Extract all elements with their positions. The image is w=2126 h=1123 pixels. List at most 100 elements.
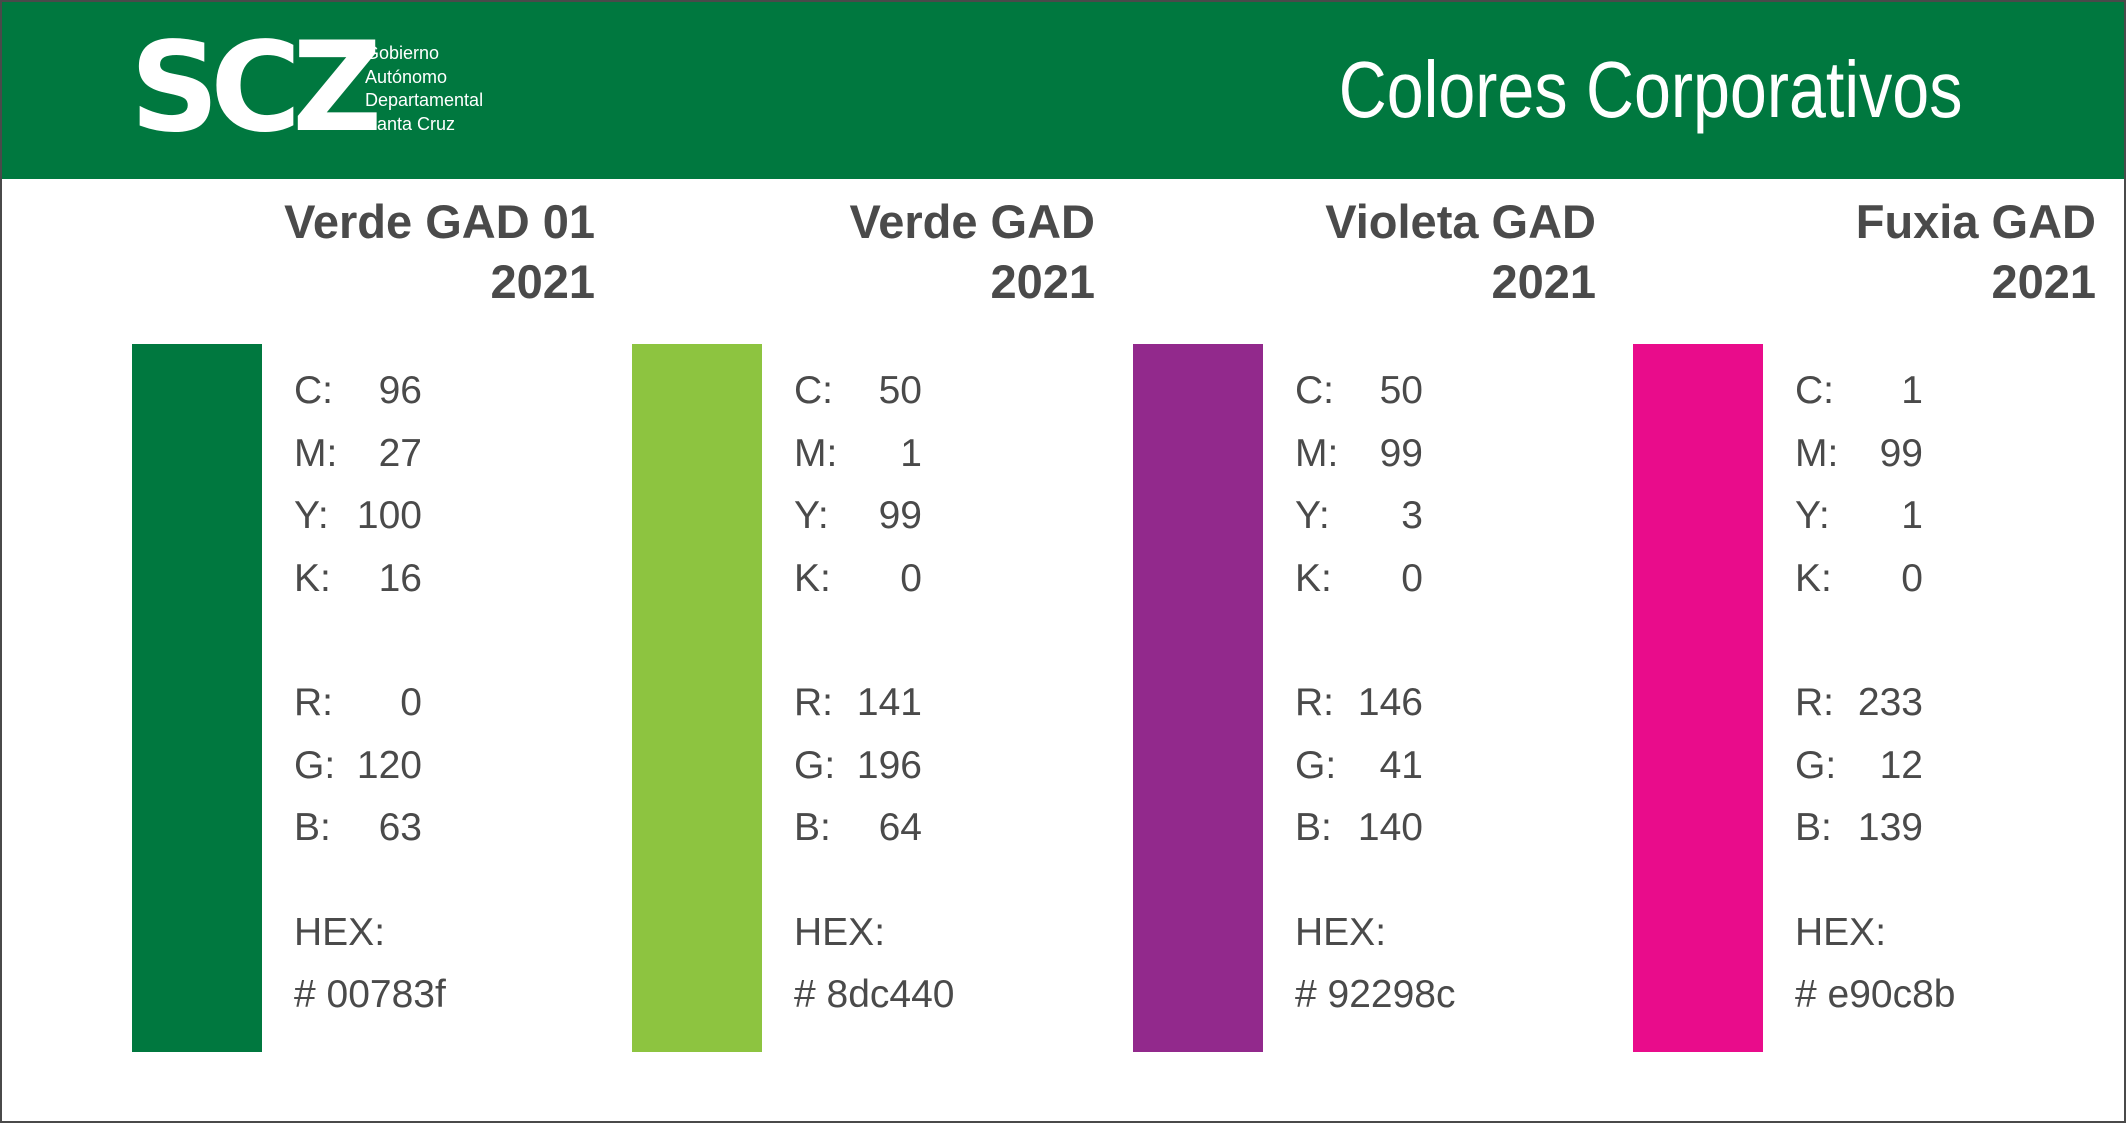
spec-value: 1 xyxy=(900,431,922,475)
spec-m: M: 99 xyxy=(1295,423,1615,486)
hex-label: HEX: xyxy=(1795,910,1887,954)
hex-label: HEX: xyxy=(294,910,386,954)
spec-label: R: xyxy=(294,681,333,724)
spec-label: B: xyxy=(794,806,831,849)
spec-k: K: 0 xyxy=(1295,548,1615,611)
spec-label: G: xyxy=(794,743,836,787)
spec-label: K: xyxy=(1295,556,1332,600)
spec-b: B: 63 xyxy=(294,797,614,860)
hex-value: # e90c8b xyxy=(1795,973,1956,1016)
logo-line-2: Autónomo xyxy=(365,66,448,87)
spec-value: 141 xyxy=(856,681,922,724)
spec-value: 50 xyxy=(1379,369,1423,412)
spec-label: B: xyxy=(1295,806,1332,849)
spec-value: 100 xyxy=(356,494,422,537)
spec-r: R: 146 xyxy=(1295,672,1615,735)
spec-label: C: xyxy=(794,369,833,412)
spec-r: R: 0 xyxy=(294,672,614,735)
spec-label: Y: xyxy=(794,494,829,537)
spec-label: Y: xyxy=(294,494,329,537)
spec-value: 196 xyxy=(856,743,922,787)
spec-value: 64 xyxy=(878,806,922,849)
spec-label: C: xyxy=(294,369,333,412)
color-card-fuxia-gad: Fuxia GAD 2021 C: 1 M: 99 Y: 1 K: 0 R: 233 G:… xyxy=(1633,192,2113,1072)
logo-line-3: Departamental xyxy=(365,90,484,110)
color-specs: C: 1 M: 99 Y: 1 K: 0 R: 233 G: 12 B: 139 HEX: #… xyxy=(1795,360,2115,1027)
color-card-verde-gad: Verde GAD 2021 C: 50 M: 1 Y: 99 K: 0 R: 141 G… xyxy=(632,192,1112,1072)
spec-value: 1 xyxy=(1901,369,1923,412)
spec-k: K: 16 xyxy=(294,548,614,611)
spec-label: G: xyxy=(1295,743,1337,787)
spec-g: G: 196 xyxy=(794,735,1114,798)
color-name: Violeta GAD xyxy=(1325,195,1596,248)
hex-label: HEX: xyxy=(794,910,886,954)
spec-m: M: 99 xyxy=(1795,423,2115,486)
spec-label: B: xyxy=(1795,806,1832,849)
spec-value: 120 xyxy=(356,743,422,787)
spec-value: 27 xyxy=(378,431,422,475)
color-year: 2021 xyxy=(1991,255,2096,308)
logo-mark: SCZ xyxy=(130,16,382,160)
logo-line-1: Gobierno xyxy=(365,43,440,63)
spec-label: C: xyxy=(1295,369,1334,412)
spec-c: C: 50 xyxy=(794,360,1114,423)
spec-g: G: 12 xyxy=(1795,735,2115,798)
color-swatch xyxy=(132,344,262,1052)
spec-label: M: xyxy=(794,431,838,475)
spec-value: 146 xyxy=(1357,681,1423,724)
spec-label: M: xyxy=(294,431,338,475)
color-name: Verde GAD 01 xyxy=(284,195,595,248)
color-specs: C: 50 M: 1 Y: 99 K: 0 R: 141 G: 196 B: 64 HEX: … xyxy=(794,360,1114,1027)
spec-c: C: 1 xyxy=(1795,360,2115,423)
spec-value: 16 xyxy=(378,556,422,600)
spec-value: 0 xyxy=(900,556,922,600)
spec-m: M: 1 xyxy=(794,423,1114,486)
hex-value: # 8dc440 xyxy=(794,973,955,1016)
spec-value: 0 xyxy=(400,681,422,724)
spec-value: 41 xyxy=(1379,743,1423,787)
color-year: 2021 xyxy=(990,255,1095,308)
spec-g: G: 41 xyxy=(1295,735,1615,798)
spec-r: R: 233 xyxy=(1795,672,2115,735)
spec-gap xyxy=(1295,610,1615,672)
spec-k: K: 0 xyxy=(794,548,1114,611)
logo-text: Gobierno Autónomo Departamental Santa Cr… xyxy=(365,42,525,136)
spec-value: 1 xyxy=(1901,494,1923,537)
spec-value: 50 xyxy=(878,369,922,412)
spec-b: B: 140 xyxy=(1295,797,1615,860)
spec-value: 0 xyxy=(1401,556,1423,600)
spec-y: Y: 1 xyxy=(1795,485,2115,548)
spec-b: B: 64 xyxy=(794,797,1114,860)
spec-y: Y: 100 xyxy=(294,485,614,548)
color-specs: C: 50 M: 99 Y: 3 K: 0 R: 146 G: 41 B: 140 HEX: … xyxy=(1295,360,1615,1027)
spec-label: M: xyxy=(1295,431,1339,475)
spec-b: B: 139 xyxy=(1795,797,2115,860)
spec-gap xyxy=(794,610,1114,672)
spec-value: 63 xyxy=(378,806,422,849)
spec-label: C: xyxy=(1795,369,1834,412)
spec-label: Y: xyxy=(1795,494,1830,537)
spec-value: 99 xyxy=(1379,431,1423,475)
spec-g: G: 120 xyxy=(294,735,614,798)
spec-label: G: xyxy=(294,743,336,787)
color-card-violeta-gad: Violeta GAD 2021 C: 50 M: 99 Y: 3 K: 0 R: 146… xyxy=(1133,192,1613,1072)
hex-value: # 00783f xyxy=(294,973,446,1016)
header-bar: SCZ Gobierno Autónomo Departamental Sant… xyxy=(2,2,2124,179)
spec-gap xyxy=(294,610,614,672)
color-specs: C: 96 M: 27 Y: 100 K: 16 R: 0 G: 120 B: 63 HEX:… xyxy=(294,360,614,1027)
spec-label: K: xyxy=(794,556,831,600)
color-name: Verde GAD xyxy=(849,195,1095,248)
spec-label: R: xyxy=(1295,681,1334,724)
spec-value: 99 xyxy=(1879,431,1923,475)
spec-label: K: xyxy=(294,556,331,600)
color-swatch xyxy=(632,344,762,1052)
spec-label: B: xyxy=(294,806,331,849)
spec-value: 140 xyxy=(1357,806,1423,849)
spec-value: 233 xyxy=(1857,681,1923,724)
logo-line-4: Santa Cruz xyxy=(365,113,456,134)
spec-label: Y: xyxy=(1295,494,1330,537)
spec-m: M: 27 xyxy=(294,423,614,486)
spec-label: M: xyxy=(1795,431,1839,475)
color-name: Fuxia GAD xyxy=(1855,195,2096,248)
